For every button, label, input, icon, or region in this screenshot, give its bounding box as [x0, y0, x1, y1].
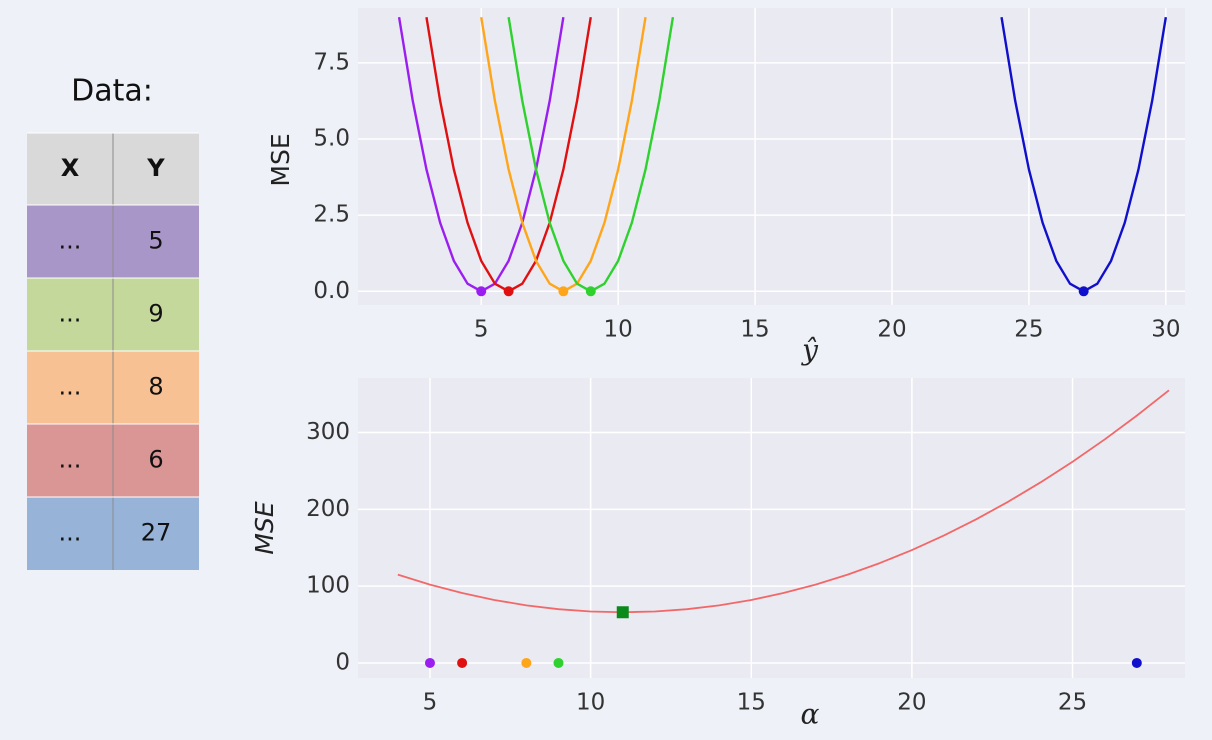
x-tick-label: 15 — [740, 317, 769, 343]
x-tick-label: 5 — [474, 317, 489, 343]
y-tick-label: 2.5 — [313, 202, 350, 228]
x-axis-label: α — [801, 698, 820, 731]
table-title: Data: — [71, 74, 153, 109]
table-cell: ... — [59, 373, 82, 401]
table-cell: 9 — [148, 300, 163, 328]
x-tick-label: 25 — [1058, 690, 1087, 716]
y-axis-label: MSE — [266, 133, 295, 186]
table-cell: 5 — [148, 227, 163, 255]
point — [476, 286, 487, 297]
table-cell: 6 — [148, 446, 163, 474]
y-tick-label: 0.0 — [313, 278, 350, 304]
charts: 0.0 2.5 5.0 7.5 5 10 15 20 25 30 ŷ MSE 0 100 200 300 5 10… — [250, 8, 1185, 731]
curve — [397, 389, 1170, 614]
table-cell: ... — [59, 446, 82, 474]
table-cell: 8 — [148, 373, 163, 401]
minimum-marker — [616, 606, 629, 619]
plot-area — [358, 378, 1185, 678]
point — [1131, 657, 1142, 668]
x-tick-label: 25 — [1014, 317, 1043, 343]
table-cell: Y — [146, 154, 165, 182]
point — [521, 657, 532, 668]
point — [503, 286, 514, 297]
point — [558, 286, 569, 297]
y-tick-label: 100 — [306, 573, 350, 599]
y-axis-label: MSE — [250, 501, 279, 554]
point — [457, 657, 468, 668]
table-cell: ... — [59, 519, 82, 547]
table-cell: ... — [59, 227, 82, 255]
plot-area — [358, 8, 1185, 305]
data-table: X Y... 5... 9... 8... 6... 27 — [27, 132, 199, 570]
y-tick-label: 300 — [306, 419, 350, 445]
point — [585, 286, 596, 297]
y-tick-label: 7.5 — [313, 49, 350, 75]
x-tick-label: 5 — [423, 690, 438, 716]
chart: 0.0 2.5 5.0 7.5 5 10 15 20 25 30 ŷ MSE — [266, 8, 1185, 367]
y-tick-label: 200 — [306, 496, 350, 522]
plot-content — [397, 389, 1170, 668]
point — [1078, 286, 1089, 297]
x-tick-label: 20 — [897, 690, 926, 716]
table-cell: ... — [59, 300, 82, 328]
y-tick-label: 0 — [335, 649, 350, 675]
x-tick-label: 10 — [604, 317, 633, 343]
plot-content — [397, 16, 1168, 297]
table-cell: 27 — [141, 519, 172, 547]
chart: 0 100 200 300 5 10 15 20 25 α MSE — [250, 378, 1185, 731]
x-tick-label: 30 — [1151, 317, 1180, 343]
x-tick-label: 15 — [737, 690, 766, 716]
point — [553, 657, 564, 668]
point — [424, 657, 435, 668]
y-tick-label: 5.0 — [313, 125, 350, 151]
x-tick-label: 20 — [877, 317, 906, 343]
table-cell: X — [61, 154, 80, 182]
x-tick-label: 10 — [576, 690, 605, 716]
x-axis-label: ŷ — [800, 334, 819, 367]
